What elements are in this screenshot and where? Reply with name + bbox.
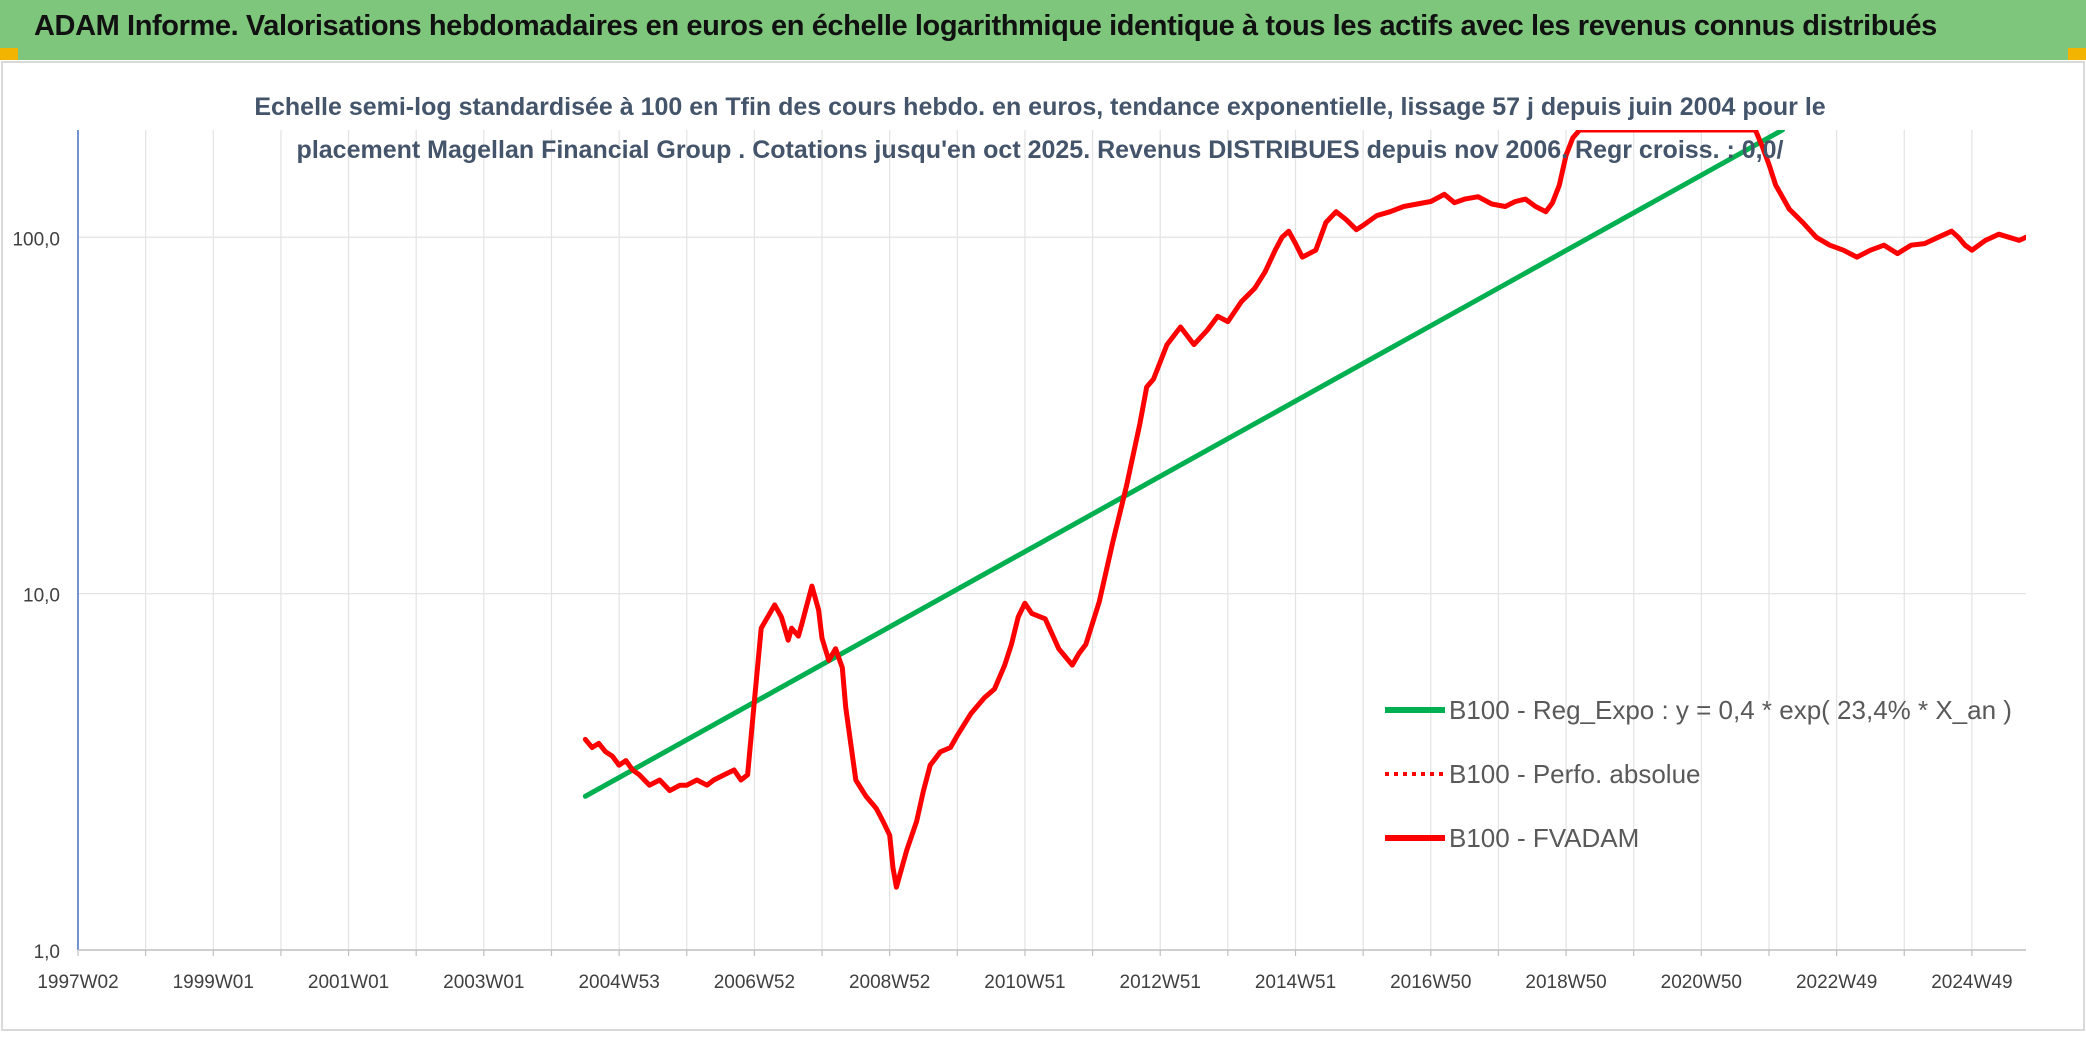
chart: 1,0 10,0 100,0 1997W02 1999W01 2001W01 2003W01… [1,61,2085,1031]
chart-frame: 1,0 10,0 100,0 1997W02 1999W01 2001W01 2003W01… [0,60,2086,1033]
y-tick-label: 1,0 [34,942,60,963]
x-tick-label: 2004W53 [578,972,659,993]
legend: B100 - Reg_Expo : y = 0,4 * exp( 23,4% *… [1385,695,2012,853]
x-tick-label: 2024W49 [1931,972,2012,993]
series-line-1 [582,130,1785,799]
x-tick-label: 2020W50 [1661,972,1742,993]
corner-marker-top-right [2068,48,2086,60]
axes [77,130,2026,956]
grid [77,130,2026,950]
x-tick-label: 2006W52 [714,972,795,993]
x-tick-label: 1999W01 [173,972,254,993]
legend-label-1: B100 - Reg_Expo : y = 0,4 * exp( 23,4% *… [1449,695,2012,725]
banner-title: ADAM Informe. Valorisations hebdomadaire… [34,10,1937,42]
x-tick-label: 2003W01 [443,972,524,993]
x-tick-label: 2018W50 [1525,972,1606,993]
labels: 1,0 10,0 100,0 1997W02 1999W01 2001W01 2003W01… [12,93,2012,993]
x-tick-label: 2010W51 [984,972,1065,993]
series [582,130,2026,890]
series-line-3 [582,130,2026,890]
legend-label-2: B100 - Perfo. absolue [1449,759,1701,789]
plot-background [1,61,2085,1031]
title-banner: ADAM Informe. Valorisations hebdomadaire… [0,0,2086,60]
x-tick-label: 2014W51 [1255,972,1336,993]
x-tick-label: 1997W02 [37,972,118,993]
y-tick-label: 100,0 [12,229,60,250]
x-tick-label: 2001W01 [308,972,389,993]
chart-title-line: placement Magellan Financial Group . Cot… [297,136,1784,164]
corner-marker-top-left [0,48,18,60]
chart-title-line: Echelle semi-log standardisée à 100 en T… [254,93,1825,121]
x-tick-label: 2008W52 [849,972,930,993]
x-tick-label: 2022W49 [1796,972,1877,993]
x-tick-label: 2016W50 [1390,972,1471,993]
x-tick-label: 2012W51 [1120,972,1201,993]
legend-label-3: B100 - FVADAM [1449,823,1639,853]
y-tick-label: 10,0 [23,586,60,607]
